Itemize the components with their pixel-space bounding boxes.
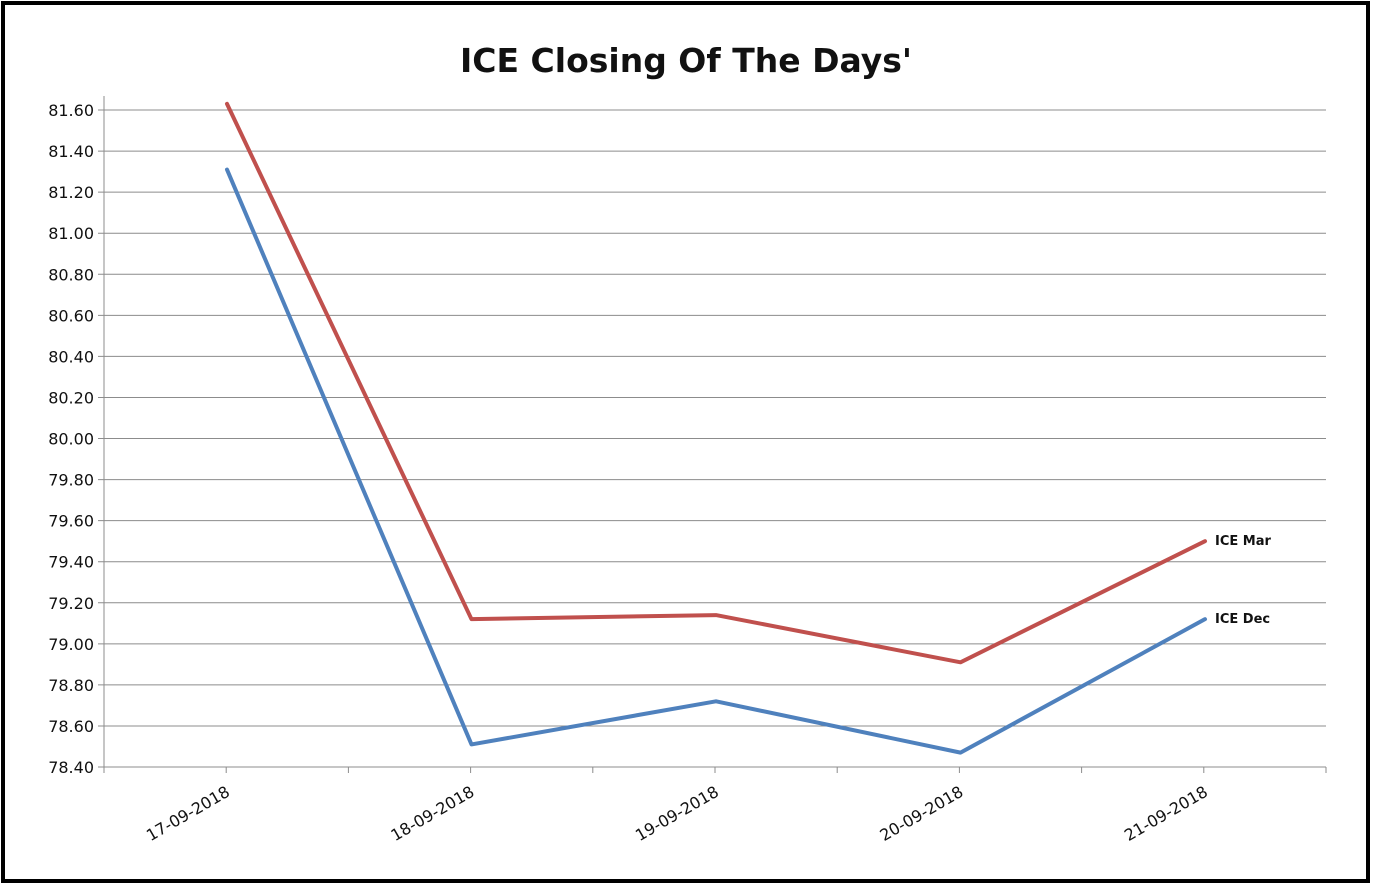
y-tick-label: 81.00 [48,224,94,243]
series-line-ice-dec [225,167,1207,755]
y-tick-label: 80.80 [48,265,94,284]
y-tick-label: 81.20 [48,183,94,202]
y-tick-label: 80.20 [48,388,94,407]
y-tick-label: 79.80 [48,471,94,490]
y-tick-label: 78.80 [48,676,94,695]
y-tick-label: 80.40 [48,347,94,366]
chart-title: ICE Closing Of The Days' [460,41,912,80]
y-tick-labels: 81.60 81.40 81.20 81.00 80.80 80.60 80.40 80.20… [48,101,94,777]
y-tick-label: 79.00 [48,635,94,654]
y-tick-label: 81.40 [48,142,94,161]
series-label: ICE Dec [1215,612,1270,627]
y-tick-label: 79.60 [48,512,94,531]
y-tick-label: 80.60 [48,306,94,325]
axes [103,96,1327,773]
y-tick-label: 79.20 [48,594,94,613]
y-tick-label: 78.60 [48,717,94,736]
series-label: ICE Mar [1215,534,1271,549]
series-line-ice-mar [225,101,1207,665]
y-tick-label: 81.60 [48,101,94,120]
series-lines [225,101,1207,755]
y-tick-label: 79.40 [48,553,94,572]
y-tick-label: 80.00 [48,430,94,449]
y-tick-label: 78.40 [48,758,94,777]
series-labels: ICE Mar ICE Dec [1215,534,1271,627]
